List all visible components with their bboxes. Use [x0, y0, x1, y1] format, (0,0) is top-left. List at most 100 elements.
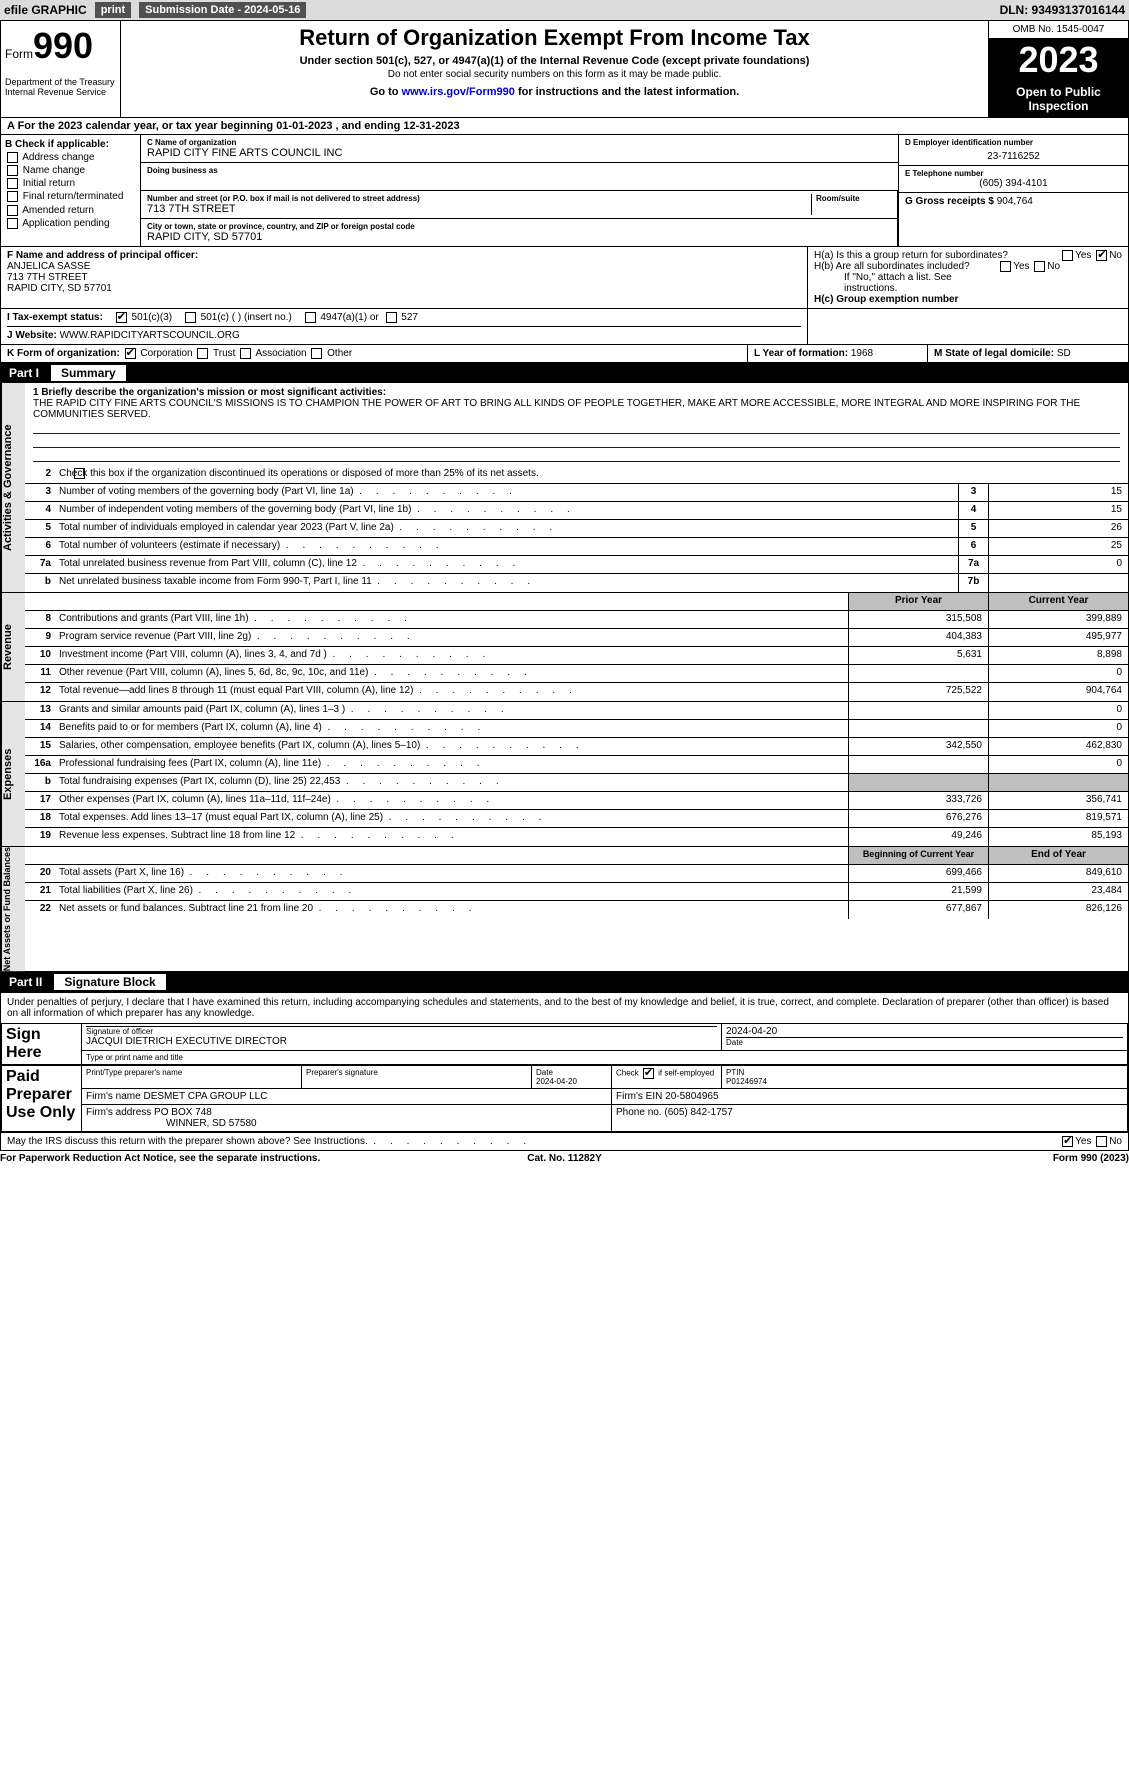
officer-group-row: F Name and address of principal officer:…	[1, 247, 1128, 309]
city-label: City or town, state or province, country…	[147, 222, 891, 231]
page-footer: For Paperwork Reduction Act Notice, see …	[0, 1151, 1129, 1164]
summary-row: 7aTotal unrelated business revenue from …	[25, 556, 1128, 574]
ha-no-checkbox[interactable]	[1096, 250, 1107, 261]
domicile-label: M State of legal domicile:	[934, 348, 1057, 359]
form-title: Return of Organization Exempt From Incom…	[131, 25, 978, 51]
4947-checkbox[interactable]	[305, 312, 316, 323]
net-assets-block: Net Assets or Fund Balances Beginning of…	[1, 847, 1128, 972]
summary-row: 19Revenue less expenses. Subtract line 1…	[25, 828, 1128, 846]
summary-row: bTotal fundraising expenses (Part IX, co…	[25, 774, 1128, 792]
amended-return-checkbox[interactable]	[7, 205, 18, 216]
dln-label: DLN: 93493137016144	[1000, 3, 1125, 17]
preparer-sig-label: Preparer's signature	[302, 1066, 532, 1089]
org-name-label: C Name of organization	[147, 138, 892, 147]
summary-row: 13Grants and similar amounts paid (Part …	[25, 702, 1128, 720]
website-label: J Website:	[7, 330, 60, 341]
discuss-no-checkbox[interactable]	[1096, 1136, 1107, 1147]
firm-name: DESMET CPA GROUP LLC	[143, 1091, 267, 1102]
summary-row: 16aProfessional fundraising fees (Part I…	[25, 756, 1128, 774]
prior-year-header: Prior Year	[848, 593, 988, 610]
subtitle-2: Do not enter social security numbers on …	[131, 69, 978, 80]
department-label: Department of the Treasury Internal Reve…	[5, 77, 116, 97]
open-to-public: Open to Public Inspection	[989, 81, 1128, 117]
sig-officer-label: Signature of officer	[86, 1027, 153, 1036]
gross-receipts-value: 904,764	[997, 196, 1033, 207]
form-id: Form 990 (2023)	[753, 1153, 1129, 1164]
form-header: Form990 Department of the Treasury Inter…	[1, 21, 1128, 118]
discuss-yes-checkbox[interactable]	[1062, 1136, 1073, 1147]
activities-governance-block: Activities & Governance 1 Briefly descri…	[1, 383, 1128, 593]
website-value: WWW.RAPIDCITYARTSCOUNCIL.ORG	[60, 330, 240, 341]
form-number: Form990	[5, 25, 116, 67]
initial-return-checkbox[interactable]	[7, 178, 18, 189]
mission-question: 1 Briefly describe the organization's mi…	[33, 387, 1120, 398]
hb-note: If "No," attach a list. See instructions…	[814, 272, 1122, 294]
summary-row: 15Salaries, other compensation, employee…	[25, 738, 1128, 756]
dba-label: Doing business as	[147, 166, 892, 175]
street-address: 713 7TH STREET	[147, 203, 811, 215]
perjury-statement: Under penalties of perjury, I declare th…	[1, 993, 1128, 1023]
summary-row: 6Total number of volunteers (estimate if…	[25, 538, 1128, 556]
sign-here-table: Sign Here Signature of officer JACQUI DI…	[1, 1023, 1128, 1065]
summary-row: bNet unrelated business taxable income f…	[25, 574, 1128, 592]
subtitle-1: Under section 501(c), 527, or 4947(a)(1)…	[131, 55, 978, 67]
i-label: I Tax-exempt status:	[7, 312, 103, 323]
phone-label: Phone no.	[616, 1107, 664, 1118]
summary-row: 20Total assets (Part X, line 16)699,4668…	[25, 865, 1128, 883]
summary-row: 12Total revenue—add lines 8 through 11 (…	[25, 683, 1128, 701]
hb-yes-checkbox[interactable]	[1000, 261, 1011, 272]
firm-name-label: Firm's name	[86, 1091, 143, 1102]
other-checkbox[interactable]	[311, 348, 322, 359]
firm-addr-label: Firm's address	[86, 1107, 154, 1118]
street-label: Number and street (or P.O. box if mail i…	[147, 194, 811, 203]
preparer-date: 2024-04-20	[536, 1077, 577, 1086]
side-net-assets: Net Assets or Fund Balances	[1, 847, 25, 971]
k-label: K Form of organization:	[7, 348, 120, 359]
signature-block: Under penalties of perjury, I declare th…	[0, 993, 1129, 1151]
submission-date-button[interactable]: Submission Date - 2024-05-16	[139, 2, 306, 18]
eoy-header: End of Year	[988, 847, 1128, 864]
officer-value: ANJELICA SASSE 713 7TH STREET RAPID CITY…	[7, 261, 801, 294]
trust-checkbox[interactable]	[197, 348, 208, 359]
ha-yes-checkbox[interactable]	[1062, 250, 1073, 261]
summary-row: 3Number of voting members of the governi…	[25, 484, 1128, 502]
summary-row: 11Other revenue (Part VIII, column (A), …	[25, 665, 1128, 683]
telephone-label: E Telephone number	[905, 169, 1122, 178]
print-button[interactable]: print	[95, 2, 131, 18]
name-change-checkbox[interactable]	[7, 165, 18, 176]
boc-header: Beginning of Current Year	[848, 847, 988, 864]
ein-value: 23-7116252	[905, 147, 1122, 162]
summary-row: 17Other expenses (Part IX, column (A), l…	[25, 792, 1128, 810]
current-year-header: Current Year	[988, 593, 1128, 610]
final-return-checkbox[interactable]	[7, 191, 18, 202]
line-2: Check this box if the organization disco…	[55, 466, 1128, 483]
self-employed-checkbox[interactable]	[643, 1068, 654, 1079]
city-state-zip: RAPID CITY, SD 57701	[147, 231, 891, 243]
application-pending-checkbox[interactable]	[7, 218, 18, 229]
hb-no-checkbox[interactable]	[1034, 261, 1045, 272]
side-revenue: Revenue	[1, 593, 25, 701]
sign-here-label: Sign Here	[2, 1024, 82, 1065]
address-change-checkbox[interactable]	[7, 152, 18, 163]
line2-checkbox[interactable]	[74, 468, 85, 479]
entity-block: B Check if applicable: Address change Na…	[1, 135, 1128, 247]
501c-checkbox[interactable]	[185, 312, 196, 323]
phone-value: (605) 842-1757	[664, 1107, 732, 1118]
year-formation-label: L Year of formation:	[754, 348, 851, 359]
hb-label: H(b) Are all subordinates included?	[814, 261, 970, 272]
tax-exempt-row: I Tax-exempt status: 501(c)(3) 501(c) ( …	[1, 309, 1128, 345]
501c3-checkbox[interactable]	[116, 312, 127, 323]
side-expenses: Expenses	[1, 702, 25, 846]
firm-addr2: WINNER, SD 57580	[86, 1118, 257, 1129]
paperwork-notice: For Paperwork Reduction Act Notice, see …	[0, 1153, 376, 1164]
association-checkbox[interactable]	[240, 348, 251, 359]
irs-link[interactable]: www.irs.gov/Form990	[402, 86, 515, 98]
527-checkbox[interactable]	[386, 312, 397, 323]
officer-label: F Name and address of principal officer:	[7, 250, 801, 261]
ptin-value: P01246974	[726, 1077, 767, 1086]
corporation-checkbox[interactable]	[125, 348, 136, 359]
paid-preparer-label: Paid Preparer Use Only	[2, 1066, 82, 1132]
top-bar: efile GRAPHIC print Submission Date - 20…	[0, 0, 1129, 20]
form-990: Form990 Department of the Treasury Inter…	[0, 20, 1129, 993]
gross-receipts-label: G Gross receipts $	[905, 196, 997, 207]
